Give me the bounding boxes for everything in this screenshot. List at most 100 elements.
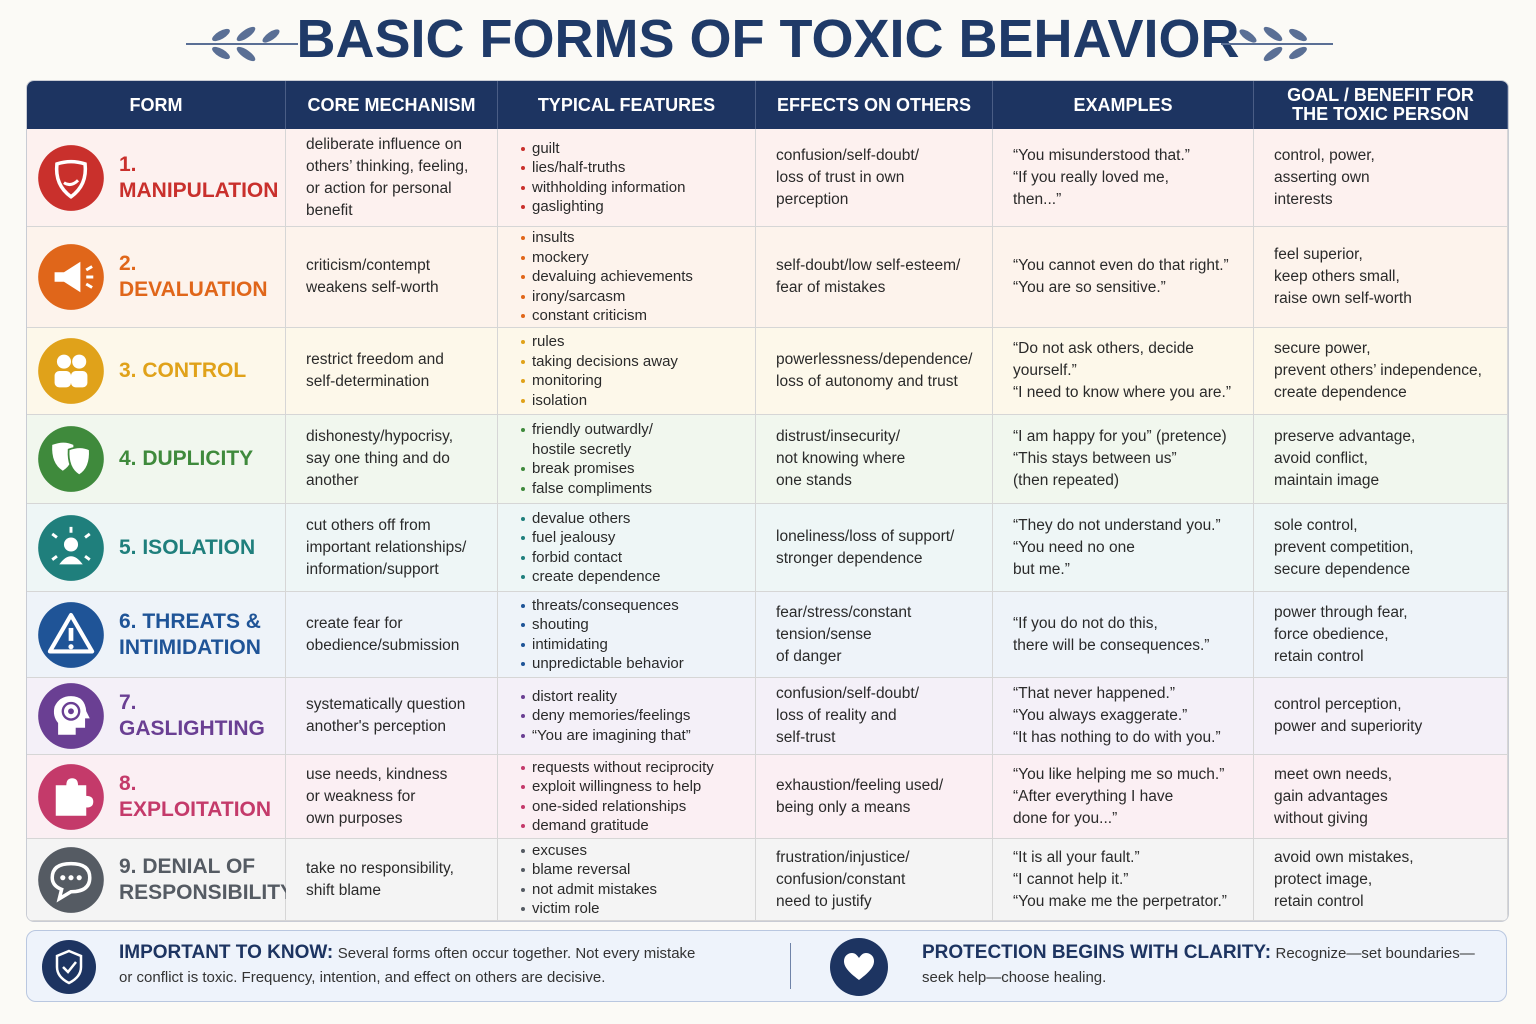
feature-item: rules	[521, 332, 678, 352]
leaf-ornament	[186, 26, 298, 62]
form-icon	[38, 763, 104, 830]
feature-item: threats/consequences	[521, 596, 684, 616]
feature-item: “You are imagining that”	[521, 726, 691, 744]
feature-item: victim role	[520, 899, 657, 919]
goal-cell: avoid own mistakes, protect image, retai…	[1254, 839, 1508, 921]
mechanism-cell: criticism/contempt weakens self-worth	[286, 227, 498, 328]
feature-item: taking decisions away	[521, 352, 678, 370]
form-icon	[38, 601, 104, 668]
mechanism-cell: dishonesty/hypocrisy, say one thing and …	[286, 415, 498, 504]
form-icon	[38, 426, 104, 492]
note-right: PROTECTION BEGINS WITH CLARITY: Recogniz…	[922, 941, 1482, 990]
shield-icon	[42, 940, 96, 994]
feature-item: unpredictable behavior	[521, 655, 684, 672]
goal-cell: sole control, prevent competition, secur…	[1254, 504, 1508, 592]
mechanism-cell: deliberate influence on others’ thinking…	[286, 129, 498, 227]
effects-cell: confusion/self-doubt/ loss of reality an…	[756, 678, 993, 755]
feature-list: devalue others fuel jealousy forbid contac…	[518, 509, 660, 587]
mechanism-cell: systematically question another's percep…	[286, 678, 498, 755]
leaf-ornament	[1221, 26, 1333, 62]
form-cell: 1. MANIPULATION	[27, 129, 286, 227]
effects-cell: distrust/insecurity/ not knowing where o…	[756, 415, 993, 504]
feature-item: insults	[521, 228, 693, 248]
header-cell: CORE MECHANISM	[286, 81, 498, 129]
feature-item: one-sided relationships	[521, 797, 714, 817]
header-cell: GOAL / BENEFIT FOR THE TOXIC PERSON	[1254, 81, 1508, 129]
features-cell: insults mockery devaluing achievements iron…	[498, 227, 756, 328]
goal-cell: secure power, prevent others’ independen…	[1254, 328, 1508, 415]
features-cell: rules taking decisions away monitoring isol…	[498, 328, 756, 415]
examples-cell: “I am happy for you” (pretence) “This st…	[993, 415, 1254, 504]
form-label: 2. DEVALUATION	[119, 252, 268, 301]
form-icon	[38, 244, 104, 310]
form-cell: 8. EXPLOITATION	[27, 755, 286, 839]
effects-cell: self-doubt/low self-esteem/ fear of mist…	[756, 227, 993, 328]
form-label: 7. GASLIGHTING	[119, 691, 265, 740]
feature-item: shouting	[521, 615, 684, 635]
form-cell: 3. CONTROL	[27, 328, 286, 415]
features-cell: threats/consequences shouting intimidating…	[498, 592, 756, 678]
form-label: 1. MANIPULATION	[119, 152, 279, 202]
feature-item: devalue others	[520, 509, 660, 529]
note-heading: PROTECTION BEGINS WITH CLARITY:	[922, 942, 1272, 963]
feature-list: excuses blame reversal not admit mistakes v…	[518, 841, 657, 919]
feature-item: intimidating	[521, 635, 684, 655]
features-cell: excuses blame reversal not admit mistakes v…	[498, 839, 756, 921]
divider	[790, 943, 791, 989]
feature-item: mockery	[521, 248, 693, 268]
form-icon	[38, 683, 104, 749]
goal-cell: meet own needs, gain advantages without …	[1254, 755, 1508, 839]
form-icon	[38, 846, 104, 913]
feature-item: deny memories/feelings	[521, 707, 691, 725]
goal-cell: control perception, power and superiorit…	[1254, 678, 1508, 755]
feature-item: friendly outwardly/ hostile secretly	[521, 421, 653, 458]
feature-item: requests without reciprocity	[521, 758, 714, 776]
features-cell: requests without reciprocity exploit will…	[498, 755, 756, 839]
form-label: 9. DENIAL OF RESPONSIBILITY	[119, 854, 295, 904]
feature-list: friendly outwardly/ hostile secretly brea…	[518, 420, 653, 498]
feature-item: excuses	[520, 841, 657, 861]
effects-cell: confusion/self-doubt/ loss of trust in o…	[756, 129, 993, 227]
note-heading: IMPORTANT TO KNOW:	[119, 942, 334, 963]
form-cell: 7. GASLIGHTING	[27, 678, 286, 755]
form-label: 8. EXPLOITATION	[119, 771, 272, 821]
effects-cell: loneliness/loss of support/ stronger dep…	[756, 504, 993, 592]
feature-item: exploit willingness to help	[521, 777, 714, 797]
features-cell: devalue others fuel jealousy forbid contac…	[498, 504, 756, 592]
header-cell: EFFECTS ON OTHERS	[756, 81, 993, 129]
mechanism-cell: cut others off from important relationsh…	[286, 504, 498, 592]
feature-item: devaluing achievements	[521, 268, 693, 286]
mechanism-cell: use needs, kindness or weakness for own …	[286, 755, 498, 839]
feature-list: threats/consequences shouting intimidating…	[518, 596, 684, 674]
examples-cell: “They do not understand you.” “You need …	[993, 504, 1254, 592]
goal-cell: preserve advantage, avoid conflict, main…	[1254, 415, 1508, 504]
feature-item: fuel jealousy	[520, 528, 660, 548]
note-text: Recognize—set boundaries—seek help—choos…	[922, 945, 1475, 986]
goal-cell: control, power, asserting own interests	[1254, 129, 1508, 227]
features-cell: guilt lies/half-truths withholding informa…	[498, 129, 756, 227]
mechanism-cell: create fear for obedience/submission	[286, 592, 498, 678]
effects-cell: fear/stress/constant tension/sense of da…	[756, 592, 993, 678]
feature-item: demand gratitude	[521, 816, 714, 836]
form-icon	[38, 514, 104, 581]
goal-cell: feel superior, keep others small, raise …	[1254, 227, 1508, 328]
header-cell: FORM	[27, 81, 286, 129]
form-label: 4. DUPLICITY	[119, 447, 254, 470]
feature-item: false compliments	[521, 479, 653, 497]
mechanism-cell: restrict freedom and self-determination	[286, 328, 498, 415]
effects-cell: frustration/injustice/ confusion/constan…	[756, 839, 993, 921]
header-cell: TYPICAL FEATURES	[498, 81, 756, 129]
feature-list: insults mockery devaluing achievements iron…	[518, 228, 693, 326]
feature-list: distort reality deny memories/feelings “Yo…	[518, 687, 691, 746]
form-cell: 9. DENIAL OF RESPONSIBILITY	[27, 839, 294, 921]
form-label: 3. CONTROL	[119, 359, 247, 382]
goal-cell: power through fear, force obedience, ret…	[1254, 592, 1508, 678]
examples-cell: “It is all your fault.” “I cannot help i…	[993, 839, 1254, 921]
feature-item: guilt	[520, 139, 685, 159]
feature-list: rules taking decisions away monitoring isol…	[518, 332, 678, 410]
examples-cell: “Do not ask others, decide yourself.” “I…	[993, 328, 1254, 415]
feature-item: create dependence	[520, 568, 661, 585]
feature-item: isolation	[521, 391, 678, 411]
feature-item: withholding information	[520, 178, 686, 196]
